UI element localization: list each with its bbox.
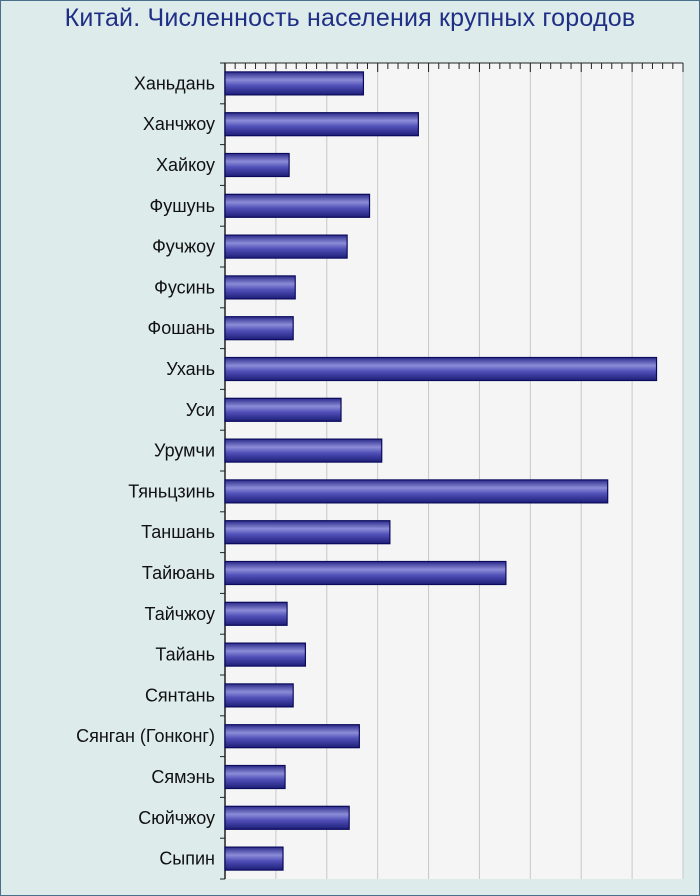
category-label: Ухань bbox=[166, 359, 215, 379]
category-label: Фучжоу bbox=[152, 237, 215, 257]
bar bbox=[224, 805, 350, 830]
bar bbox=[224, 234, 348, 259]
category-label: Фушунь bbox=[150, 196, 215, 216]
bar bbox=[224, 356, 658, 382]
category-label: Урумчи bbox=[154, 441, 215, 461]
category-label: Сыпин bbox=[159, 849, 215, 869]
bar bbox=[224, 642, 307, 667]
category-label: Сямэнь bbox=[151, 767, 215, 787]
category-label: Сюйчжоу bbox=[138, 808, 215, 828]
bar bbox=[224, 479, 609, 504]
bar bbox=[224, 397, 342, 422]
bar bbox=[224, 520, 391, 545]
bar bbox=[224, 275, 296, 300]
category-label: Фусинь bbox=[154, 277, 215, 297]
bar bbox=[224, 683, 294, 708]
bar bbox=[224, 71, 365, 96]
bar bbox=[224, 846, 284, 871]
bar bbox=[224, 560, 507, 586]
bar bbox=[224, 724, 360, 749]
category-label: Сянтань bbox=[145, 685, 215, 705]
bar bbox=[224, 764, 286, 790]
chart-title: Китай. Численность населения крупных гор… bbox=[64, 4, 636, 32]
category-label: Ханьдань bbox=[134, 73, 215, 93]
category-label: Фошань bbox=[148, 318, 215, 338]
category-labels: Ханьдань Ханчжоу Хайкоу Фушунь Фучжоу Фусинь Ф… bbox=[76, 73, 215, 868]
category-label: Тайюань bbox=[142, 563, 215, 583]
bar bbox=[224, 193, 371, 218]
bar bbox=[224, 152, 290, 178]
category-label: Уси bbox=[186, 400, 215, 420]
category-label: Хайкоу bbox=[156, 155, 215, 175]
category-label: Тяньцзинь bbox=[128, 481, 215, 501]
category-label: Таншань bbox=[141, 522, 215, 542]
bar bbox=[224, 438, 383, 463]
plot-area bbox=[225, 63, 683, 879]
category-label: Тайчжоу bbox=[145, 604, 215, 624]
category-label: Тайань bbox=[155, 645, 215, 665]
category-label: Ханчжоу bbox=[143, 114, 215, 134]
category-label: Сянган (Гонконг) bbox=[76, 726, 215, 746]
bar bbox=[224, 316, 294, 341]
bar bbox=[224, 112, 419, 137]
bar bbox=[224, 601, 288, 626]
bars bbox=[224, 71, 658, 871]
